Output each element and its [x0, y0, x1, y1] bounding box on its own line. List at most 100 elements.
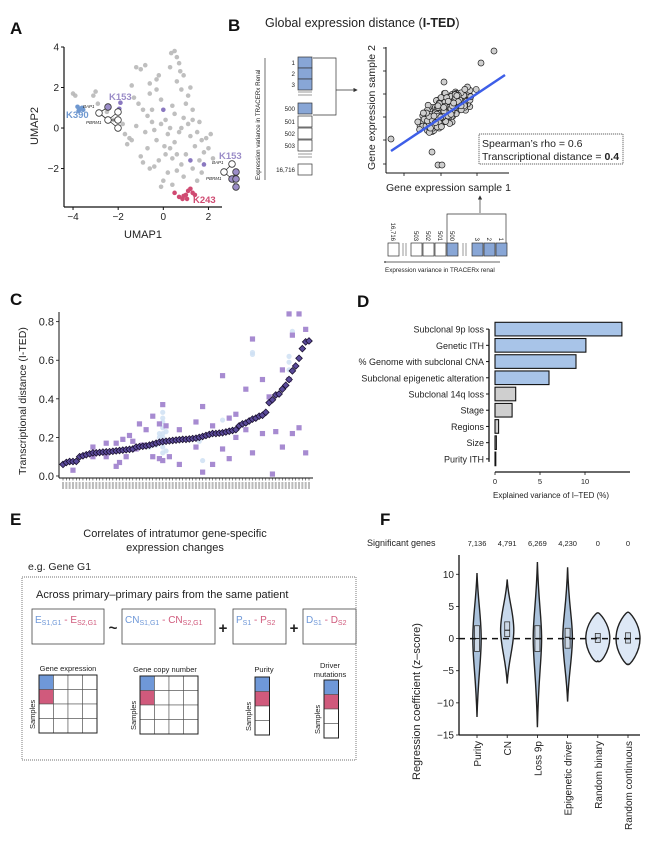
a-y-tick-label: −2	[48, 164, 60, 175]
pairwise-point	[200, 403, 206, 410]
pairwise-point	[90, 444, 96, 450]
c-x-tick-label-illegible	[148, 482, 151, 489]
e-title-line1: Correlates of intratumor gene-specific	[83, 528, 267, 540]
term-part: S1,G1	[139, 620, 159, 627]
patient-ited-point	[281, 381, 290, 390]
tree-glyph-k390: BAP1 PBRM1	[83, 103, 122, 132]
matrix-cell	[139, 675, 155, 691]
matrix-title: Gene expression	[40, 664, 97, 673]
c-x-tick-label-illegible	[151, 482, 154, 489]
variance-box-500	[446, 242, 459, 257]
expression-point	[477, 59, 485, 67]
equation-term-box	[121, 608, 216, 645]
c-x-tick-label-illegible	[138, 482, 141, 489]
expression-point	[472, 86, 480, 93]
umap-points	[70, 48, 216, 202]
c-x-tick-label-illegible	[214, 482, 217, 489]
region-point	[156, 434, 163, 441]
variance-box-label: 503	[412, 231, 418, 242]
c-x-tick-label-illegible	[271, 482, 274, 489]
term-part: S2,G1	[77, 620, 97, 627]
equation-term: ES1,G1 - ES2,G1	[35, 615, 97, 627]
matrix-cell	[154, 704, 170, 720]
correlation-annotation-box: Spearman’s rho = 0.6 Transcriptional dis…	[478, 133, 624, 165]
pairwise-point	[233, 411, 239, 417]
matrix-ylabel: Samples	[313, 705, 322, 734]
pairwise-point	[209, 423, 216, 429]
umap-point-other	[179, 87, 184, 92]
umap-point-other	[129, 137, 135, 143]
umap-point-other	[190, 117, 195, 123]
umap-point-other	[129, 83, 135, 88]
equation-term: CNS1,G1 - CNS2,G1	[125, 615, 203, 627]
pairwise-point	[289, 332, 295, 338]
c-x-tick-label-illegible	[194, 482, 197, 489]
variance-box-label: 16,716	[389, 223, 395, 242]
term-part: -	[159, 615, 168, 626]
c-y-tick-label: 0.6	[39, 355, 54, 367]
c-ylabel: Transcriptional distance (I-TED)	[17, 327, 29, 475]
umap-point-other	[183, 101, 189, 107]
c-x-tick-label-illegible	[298, 482, 301, 489]
c-x-tick-label-illegible	[115, 482, 118, 489]
d-category-label: Subclonal epigenetic alteration	[361, 373, 484, 383]
term-part: D	[306, 615, 313, 626]
d-x-tick-label: 10	[581, 477, 589, 486]
matrix-cell	[323, 708, 339, 724]
umap-point-other	[154, 137, 159, 143]
umap-point-other	[181, 174, 186, 179]
term-part: S2	[267, 620, 276, 627]
patient-ited-point	[288, 366, 297, 375]
region-point	[249, 351, 256, 358]
cluster-label-k153: K153	[219, 151, 242, 162]
umap-point-other	[183, 152, 189, 157]
spearman-rho-text: Spearman’s rho = 0.6	[482, 138, 583, 150]
pairwise-point	[226, 415, 232, 421]
c-x-tick-label-illegible	[308, 482, 310, 489]
variance-box-1	[495, 242, 508, 257]
d-bar	[494, 419, 500, 434]
umap-point-other	[172, 48, 177, 54]
expression-point	[420, 109, 427, 117]
pairwise-point	[156, 456, 163, 462]
d-xlabel: Explained variance of I–TED (%)	[493, 491, 609, 500]
pairwise-point	[193, 419, 199, 425]
panel-label-d: D	[357, 292, 369, 311]
significant-genes-count: 6,269	[528, 539, 547, 548]
equation-operator: ~	[109, 620, 118, 637]
variance-box-502	[297, 127, 313, 140]
d-category-label: Subclonal 14q loss	[408, 390, 484, 400]
c-x-tick-label-illegible	[188, 482, 191, 489]
matrix-cell	[154, 690, 170, 706]
pairwise-point	[266, 394, 272, 400]
cluster-label-k153: K153	[109, 92, 132, 103]
umap-point-other	[167, 145, 173, 151]
matrix-cell	[67, 703, 83, 719]
pairwise-point	[113, 440, 119, 446]
umap-point-other	[208, 131, 214, 137]
c-x-tick-label-illegible	[224, 482, 227, 489]
pairwise-point	[279, 444, 286, 450]
variance-box-16,716	[297, 163, 313, 176]
horizontal-variance-label: Expression variance in TRACERx renal	[385, 267, 495, 274]
equation-term: PS1 - PS2	[236, 615, 275, 627]
tree-label-bap1: BAP1	[83, 104, 95, 109]
umap-point-other	[120, 121, 125, 127]
c-x-tick-label-illegible	[98, 482, 101, 489]
umap-point-other	[185, 121, 191, 127]
matrix-cell	[168, 719, 184, 735]
f-category-label: Epigenetic driver	[564, 740, 575, 815]
umap-point-other	[201, 150, 207, 155]
violin-box	[504, 621, 511, 638]
d-bar	[494, 451, 497, 467]
d-bar	[494, 321, 623, 337]
c-x-tick-label-illegible	[211, 482, 214, 489]
pairwise-point	[160, 457, 166, 464]
variance-box-2	[297, 67, 313, 80]
patient-ited-point	[278, 385, 287, 394]
panel-e-schematic: Correlates of intratumor gene-specific e…	[21, 528, 357, 761]
term-part: -	[322, 615, 331, 626]
equation-operator: +	[219, 620, 228, 637]
term-part: P	[236, 615, 243, 626]
expression-point	[453, 92, 461, 99]
